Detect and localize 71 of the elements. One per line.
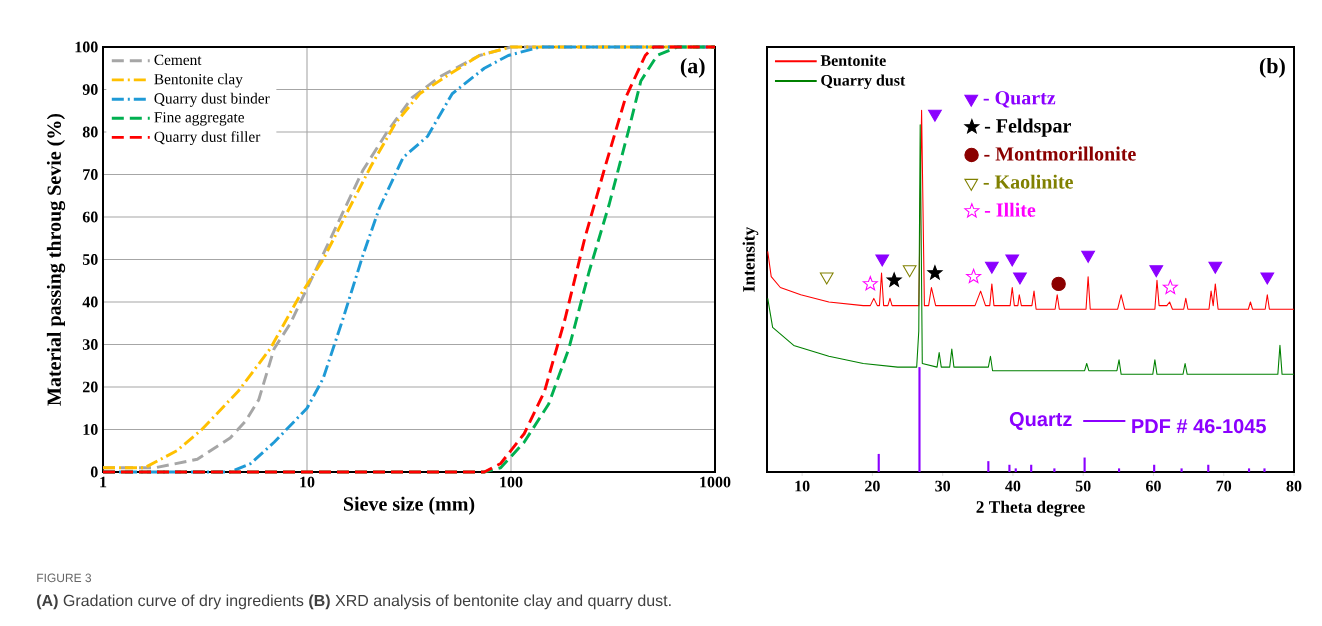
caption: FIGURE 3 [37,573,92,583]
x-tick-label: 1000 [700,476,731,488]
point [819,272,834,285]
x-tick-label: 20 [865,480,880,492]
bar [877,453,880,472]
point [928,109,942,122]
annotation: Quartz [1009,412,1072,430]
legend-label: - Feldspar [984,118,1071,137]
bar [918,367,921,472]
x-tick-label: 80 [1286,480,1302,492]
legend-label: Bentonite [820,54,886,66]
x-tick-label: 40 [1005,480,1021,492]
x-tick-label: 10 [795,480,810,492]
bar [1207,464,1210,472]
x-tick-label: 60 [1146,480,1161,492]
legend-label: Fine aggregate [154,112,245,126]
point [902,265,917,278]
bar [1053,468,1056,472]
point [875,254,890,267]
legend-label: Quarry dust [821,74,906,90]
x-tick-label: 1 [100,476,107,488]
text: (A) Gradation curve of dry ingredients (B) XRD analysis of bentonite clay and quarry dust. [37,594,671,610]
bar [1083,457,1086,472]
bar [1014,468,1017,472]
point [1149,265,1164,278]
x-tick-label: 100 [500,476,523,488]
bar [1153,464,1156,472]
legend-label: - Montmorillonite [984,146,1136,161]
y-axis-title: Material passing throug Sevie (%) [46,113,66,406]
y-tick-label: 50 [82,254,98,265]
y-tick-label: 10 [83,424,98,435]
y-tick-label: 100 [75,41,98,53]
point [1051,276,1066,292]
x-tick-label: 10 [300,476,315,488]
bar [1180,468,1183,472]
bar [987,461,990,472]
legend-label: - Kaolinite [983,174,1073,189]
y-axis-title: Intensity [742,226,759,292]
y-tick-label: 80 [82,126,98,138]
legend-label: - Illite [984,202,1036,217]
point [1005,254,1020,267]
text: (b) [1259,57,1285,78]
y-tick-label: 40 [82,296,98,308]
legend-label: Cement [154,54,202,66]
point [1208,261,1223,274]
bar [1008,464,1011,472]
bar [1030,464,1033,472]
point [984,261,999,274]
bar [1247,468,1251,472]
y-tick-label: 70 [83,169,98,180]
y-tick-label: 30 [82,339,98,350]
x-tick-label: 50 [1075,480,1091,492]
legend-label: PDF # 46-1045 [1132,419,1266,434]
bar [1117,468,1121,472]
bar [1263,468,1266,472]
y-tick-label: 20 [82,381,98,393]
y-tick-label: 60 [82,211,98,223]
x-tick-label: 70 [1216,480,1232,492]
annotation: (a) [680,57,705,78]
x-axis-title: 2 Theta degree [976,500,1085,517]
point [1260,272,1275,285]
y-tick-label: 90 [82,84,98,95]
legend-label: Bentonite clay [154,73,243,88]
x-tick-label: 30 [935,480,951,492]
point [1013,272,1027,285]
legend-label: - Quartz [983,91,1056,108]
legend-label: Quarry dust filler [154,130,261,146]
y-tick-label: 0 [90,466,98,478]
point [1081,250,1096,263]
x-axis-title: Sieve size (mm) [343,496,475,515]
legend-label: Quarry dust binder [154,92,270,107]
